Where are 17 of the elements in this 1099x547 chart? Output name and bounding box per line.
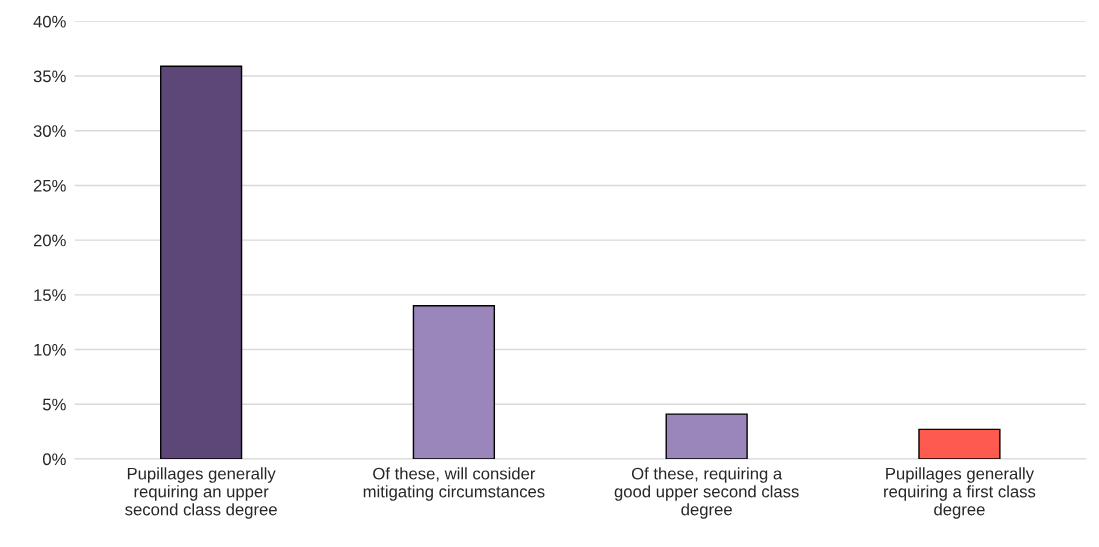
y-tick-label: 20% [33, 234, 66, 247]
x-tick-label: Of these, will consider mitigating circumstances [363, 467, 545, 501]
bar [665, 413, 748, 459]
x-tick-label: Of these, requiring a good upper second class degree [614, 467, 799, 519]
x-tick-label: Pupillages generally requiring a first class degree [884, 467, 1036, 519]
y-tick-label: 40% [33, 15, 66, 28]
y-tick-label: 15% [34, 289, 66, 302]
y-tick-label: 0% [42, 453, 66, 466]
y-tick-label: 5% [42, 398, 66, 411]
bar [159, 65, 243, 459]
y-tick-label: 35% [33, 70, 66, 83]
bar [412, 305, 496, 459]
y-tick-label: 30% [33, 125, 66, 137]
y-tick-label: 25% [33, 179, 66, 192]
bar [918, 428, 1001, 459]
x-tick-label: Pupillages generally requiring an upper second class degree [125, 467, 277, 519]
y-tick-label: 10% [34, 343, 66, 356]
